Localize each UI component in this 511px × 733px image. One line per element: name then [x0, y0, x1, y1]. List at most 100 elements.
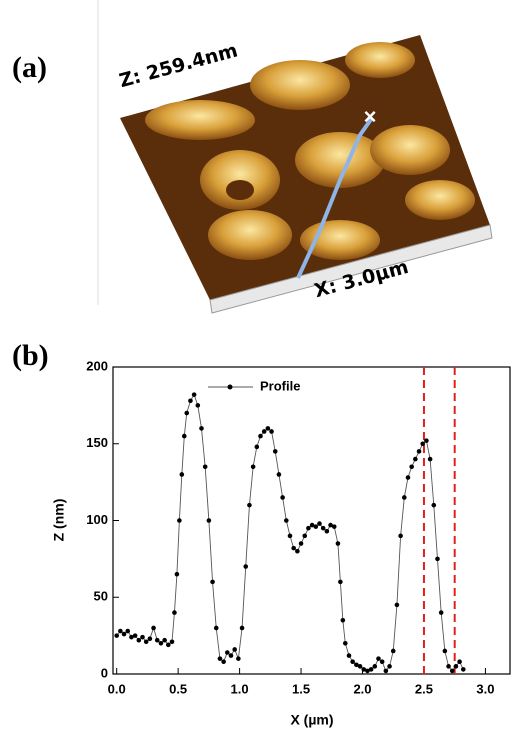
data-point	[365, 668, 370, 674]
y-tick-label: 50	[94, 589, 108, 604]
data-point	[379, 659, 385, 665]
data-point	[269, 429, 274, 434]
data-point	[405, 475, 411, 480]
data-point	[372, 664, 378, 669]
data-point	[254, 444, 260, 450]
data-point	[449, 668, 455, 674]
data-point	[239, 625, 245, 631]
data-point	[236, 656, 241, 661]
data-point	[125, 628, 131, 634]
afm-image: × (a) Z: 259.4nm X: 3.0µm	[12, 0, 493, 314]
data-point	[343, 641, 348, 646]
data-point	[151, 625, 156, 631]
data-point	[206, 518, 212, 523]
data-point	[361, 667, 367, 672]
data-point	[158, 641, 164, 646]
data-point	[177, 518, 182, 523]
data-point	[442, 648, 448, 654]
data-point	[179, 472, 185, 477]
legend-label: Profile	[260, 378, 300, 393]
x-tick-label: 0.0	[108, 681, 126, 696]
y-tick-label: 200	[86, 358, 108, 373]
x-tick-label: 2.5	[415, 681, 433, 696]
data-point	[272, 449, 278, 454]
data-point	[331, 524, 337, 529]
data-point	[306, 525, 311, 531]
data-point	[424, 438, 429, 443]
data-point	[457, 659, 462, 665]
profile-path	[296, 116, 374, 279]
data-point	[413, 456, 418, 462]
data-point	[295, 548, 300, 554]
data-point	[390, 648, 396, 654]
data-point	[409, 464, 414, 470]
data-point	[354, 662, 359, 668]
data-point	[376, 656, 381, 661]
data-point	[228, 653, 234, 658]
data-point	[132, 633, 138, 638]
data-point	[387, 664, 392, 669]
data-point	[184, 410, 190, 416]
y-tick-label: 0	[101, 665, 108, 680]
data-point	[291, 545, 296, 551]
chart: (b) X (µm) Z (nm) 0 50 100 150 200 0.0 0.5 1.0 1…	[12, 339, 511, 728]
data-point	[121, 631, 127, 637]
data-point	[118, 628, 123, 634]
data-point	[313, 524, 319, 529]
data-point	[317, 521, 322, 526]
data-point	[438, 610, 444, 615]
data-point	[114, 633, 119, 638]
data-point	[217, 656, 223, 661]
data-point	[431, 502, 437, 508]
data-point	[416, 449, 422, 454]
data-point	[169, 639, 175, 645]
data-point	[298, 541, 304, 546]
data-point	[136, 637, 142, 643]
y-tick-label: 100	[86, 512, 108, 527]
data-point	[357, 664, 363, 669]
data-point	[232, 647, 237, 652]
data-point	[213, 625, 219, 631]
data-point	[324, 528, 330, 534]
data-point	[368, 667, 374, 672]
data-point	[174, 571, 180, 577]
data-point	[276, 472, 282, 477]
data-point	[250, 464, 256, 470]
profile-line	[116, 393, 464, 672]
data-point	[247, 502, 252, 508]
data-point	[181, 433, 187, 439]
data-point	[284, 518, 289, 523]
y-tick-label: 150	[86, 435, 108, 450]
surface-edge	[209, 224, 493, 314]
x-tick-label: 1.0	[231, 681, 249, 696]
data-point	[394, 602, 400, 608]
svg-text:×: ×	[364, 104, 377, 129]
panel-label: (b)	[12, 339, 49, 372]
data-point	[172, 610, 177, 615]
data-point	[328, 522, 333, 528]
x-axis-label: X (µm)	[290, 712, 333, 728]
data-point	[143, 639, 149, 645]
data-point	[427, 456, 433, 462]
panel-label: (a)	[12, 51, 47, 84]
x-tick-label: 1.5	[292, 681, 310, 696]
data-point	[258, 433, 263, 439]
data-point	[265, 426, 271, 431]
data-point	[225, 650, 230, 655]
data-point	[302, 533, 308, 539]
data-point	[243, 564, 249, 569]
data-point	[340, 617, 346, 623]
data-point	[140, 634, 145, 640]
data-point	[435, 556, 440, 562]
data-point	[195, 403, 201, 408]
data-point	[335, 541, 341, 546]
data-point	[401, 495, 407, 500]
data-point	[162, 637, 167, 643]
data-point	[420, 441, 426, 447]
data-point	[338, 579, 343, 585]
data-point	[261, 429, 267, 434]
data-point	[280, 495, 285, 500]
data-point	[350, 659, 355, 665]
data-point	[398, 533, 403, 539]
